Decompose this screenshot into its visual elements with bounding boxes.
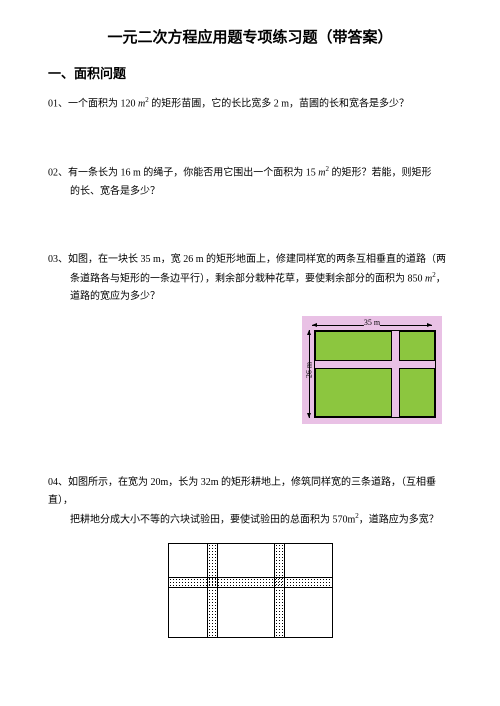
problem-2: 02、有一条长为 16 m 的绳子，你能否用它围出一个面积为 15 m2 的矩形… [48,163,452,200]
problem-num: 01、 [48,98,68,109]
text: 的矩形苗圃，它的长比宽多 2 m，苗圃的长和宽各是多少？ [149,98,409,109]
green-cell [315,331,392,361]
problem-num: 02、 [48,168,68,179]
text: ， [436,273,446,284]
text: 如图，在一块长 35 m，宽 26 m 的矩形地面上，修建同样宽的两条互相垂直的… [68,254,446,265]
green-cell [399,331,435,361]
text: ，道路应为多宽？ [359,514,439,525]
road-vertical [207,544,218,637]
problem-num: 04、 [48,477,68,488]
figure-1: 35 m 26 m [302,316,442,424]
problem-3: 03、如图，在一块长 35 m，宽 26 m 的矩形地面上，修建同样宽的两条互相… [48,251,452,306]
text: 如图所示，在宽为 20m，长为 32m 的矩形耕地上，修筑同样宽的三条道路，（互… [48,477,436,506]
unit: m [318,168,325,179]
problem-1: 01、一个面积为 120 m2 的矩形苗圃，它的长比宽多 2 m，苗圃的长和宽各… [48,94,452,113]
section-heading: 一、面积问题 [48,63,452,82]
road-horizontal [169,577,332,588]
problem-num: 03、 [48,254,68,265]
figure-2-container [48,543,452,638]
figure-1-container: 35 m 26 m [48,316,452,424]
text: 一个面积为 120 [68,98,138,109]
page-title: 一元二次方程应用题专项练习题（带答案） [48,26,452,47]
text: 条道路各与矩形的一条边平行），剩余部分栽种花草，要使剩余部分的面积为 850 [70,273,425,284]
text: 把耕地分成大小不等的六块试验田，要使试验田的总面积为 570m [70,514,355,525]
line2: 的长、宽各是多少？ [48,183,452,201]
text: 的矩形？若能，则矩形 [329,168,432,179]
figure-2 [168,543,333,638]
green-cell [315,368,392,417]
text: 有一条长为 16 m 的绳子，你能否用它围出一个面积为 15 [68,168,318,179]
line3: 道路的宽应为多少？ [48,288,452,306]
inner-rect [314,330,436,418]
problem-4: 04、如图所示，在宽为 20m，长为 32m 的矩形耕地上，修筑同样宽的三条道路… [48,474,452,529]
road-vertical [274,544,285,637]
green-cell [399,368,435,417]
label-left: 26 m [305,362,314,378]
label-top: 35 m [364,318,380,327]
